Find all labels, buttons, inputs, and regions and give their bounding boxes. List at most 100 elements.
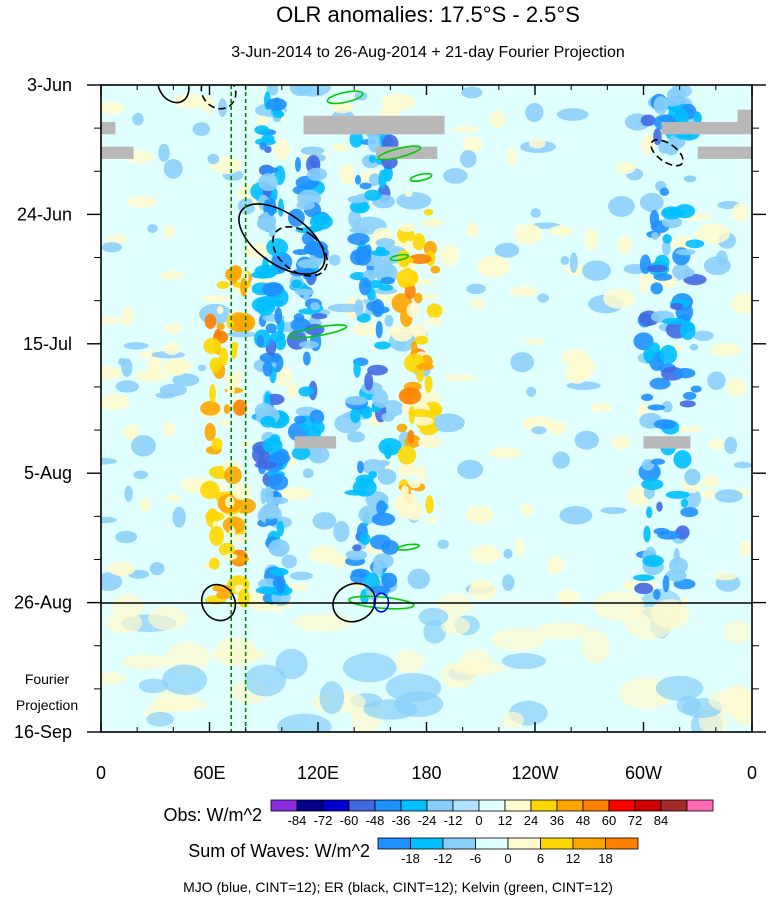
band-patch xyxy=(642,554,664,567)
projection-patch xyxy=(437,593,473,617)
anomaly-patch xyxy=(202,295,231,303)
band-patch xyxy=(414,335,429,345)
obs-colorbar-swatch xyxy=(478,799,506,812)
band-patch xyxy=(200,401,221,416)
band-patch xyxy=(230,341,239,350)
projection-patch xyxy=(146,711,174,727)
band-patch xyxy=(374,341,391,350)
waves-colorbar-swatch xyxy=(605,837,639,850)
missing-data-bar xyxy=(294,436,337,449)
projection-label-line2: Projection xyxy=(16,697,78,713)
band-patch xyxy=(680,498,688,508)
anomaly-patch xyxy=(529,138,546,149)
band-patch xyxy=(651,231,659,240)
obs-colorbar-swatch xyxy=(270,799,298,812)
band-patch xyxy=(413,292,423,304)
obs-colorbar-level-label: 0 xyxy=(475,813,482,828)
obs-colorbar-swatch xyxy=(634,799,662,812)
band-patch xyxy=(368,155,377,164)
band-patch xyxy=(211,437,223,451)
anomaly-patch xyxy=(352,322,380,337)
band-patch xyxy=(377,468,397,485)
band-patch xyxy=(298,340,320,349)
band-patch xyxy=(653,419,677,430)
missing-data-bar xyxy=(661,121,752,135)
anomaly-patch xyxy=(286,382,300,399)
band-patch xyxy=(398,387,422,405)
band-patch xyxy=(418,436,442,449)
band-patch xyxy=(656,501,663,512)
anomaly-patch xyxy=(348,209,362,228)
anomaly-patch xyxy=(134,370,169,382)
anomaly-patch xyxy=(207,153,220,165)
band-patch xyxy=(673,547,680,566)
projection-patch xyxy=(342,652,397,683)
kelvin-contour xyxy=(326,90,364,105)
projection-patch xyxy=(734,708,752,727)
band-patch xyxy=(422,218,444,228)
anomaly-patch xyxy=(280,487,312,501)
anomaly-patch xyxy=(470,298,487,309)
missing-data-bar xyxy=(336,115,445,135)
anomaly-patch xyxy=(161,270,184,281)
band-patch xyxy=(203,337,222,355)
band-patch xyxy=(380,276,395,285)
anomaly-patch xyxy=(530,208,541,218)
band-patch xyxy=(229,265,243,278)
anomaly-patch xyxy=(537,293,550,303)
anomaly-patch xyxy=(273,138,291,161)
band-patch xyxy=(657,530,681,540)
band-patch xyxy=(674,368,696,379)
y-tick-label: 24-Jun xyxy=(17,204,72,224)
anomaly-patch xyxy=(101,457,118,465)
band-patch xyxy=(401,485,409,496)
obs-colorbar-level-label: 24 xyxy=(524,813,538,828)
projection-patch xyxy=(138,678,169,694)
band-patch xyxy=(682,391,697,400)
band-patch xyxy=(684,468,701,486)
x-tick-label: 60E xyxy=(193,763,225,783)
band-patch xyxy=(646,264,668,273)
band-patch xyxy=(266,451,291,465)
anomaly-patch xyxy=(396,340,406,350)
anomaly-patch xyxy=(526,386,537,397)
band-patch xyxy=(346,431,366,443)
band-patch xyxy=(216,280,230,289)
band-patch xyxy=(291,446,311,460)
anomaly-patch xyxy=(733,461,752,469)
band-patch xyxy=(404,240,413,253)
er-contour xyxy=(156,85,190,104)
anomaly-patch xyxy=(256,115,270,127)
band-patch xyxy=(397,445,417,465)
band-patch xyxy=(260,415,276,428)
x-tick-label: 120W xyxy=(511,763,558,783)
obs-colorbar-swatch xyxy=(556,799,584,812)
anomaly-patch xyxy=(509,286,538,297)
band-patch xyxy=(392,329,413,342)
band-patch xyxy=(371,512,396,526)
anomaly-patch xyxy=(600,507,627,514)
band-patch xyxy=(272,576,286,589)
obs-colorbar-level-label: -24 xyxy=(418,813,437,828)
anomaly-patch xyxy=(173,93,208,109)
obs-colorbar-level-label: -36 xyxy=(392,813,411,828)
er-contour xyxy=(200,85,237,110)
band-patch xyxy=(685,239,705,249)
band-patch xyxy=(364,189,382,201)
projection-patch xyxy=(502,711,524,729)
band-patch xyxy=(224,496,235,508)
anomaly-patch xyxy=(443,374,477,382)
band-patch xyxy=(345,549,368,561)
band-patch xyxy=(650,282,663,295)
band-patch xyxy=(205,511,225,522)
projection-patch xyxy=(244,664,287,697)
er-contour xyxy=(200,583,237,622)
waves-colorbar-swatch xyxy=(540,837,574,850)
band-patch xyxy=(372,388,389,409)
obs-colorbar-level-label: -60 xyxy=(340,813,359,828)
band-patch xyxy=(311,313,328,320)
projection-patch xyxy=(708,688,752,713)
band-patch xyxy=(277,198,284,217)
band-patch xyxy=(415,278,434,286)
anomaly-patch xyxy=(163,421,176,437)
